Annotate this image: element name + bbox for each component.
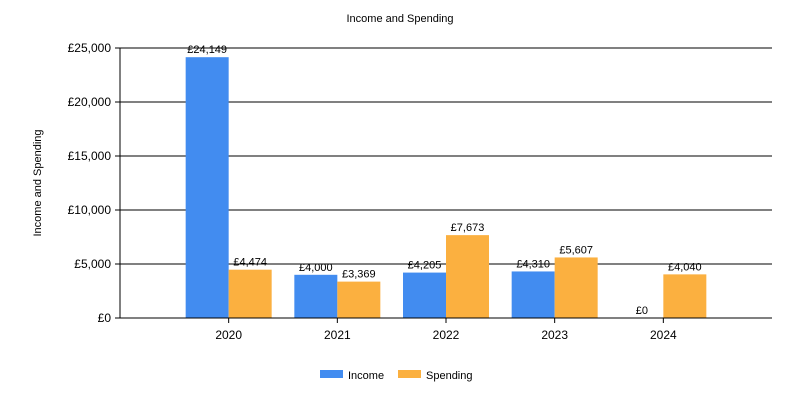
- x-tick-label: 2024: [650, 328, 677, 342]
- y-tick-label: £5,000: [74, 257, 111, 271]
- bar-spending-2023: [554, 257, 598, 318]
- data-label-income-2022: £4,205: [408, 260, 442, 272]
- data-label-income-2023: £4,310: [516, 258, 550, 270]
- legend-label-income: Income: [348, 370, 384, 382]
- data-label-income-2021: £4,000: [299, 262, 333, 274]
- bar-income-2023: [511, 271, 555, 318]
- data-label-spending-2021: £3,369: [342, 269, 376, 281]
- data-labels: £24,149 £4,474 £4,000 £3,369 £4,205 £7,673 £4,…: [187, 44, 701, 317]
- bar-spending-2024: [663, 274, 707, 318]
- x-tick-label: 2021: [324, 328, 351, 342]
- bar-income-2022: [403, 272, 446, 318]
- data-label-spending-2022: £7,673: [451, 222, 485, 234]
- legend-swatch-income: [320, 370, 343, 378]
- y-tick-label: £0: [98, 311, 112, 325]
- y-tick-label: £25,000: [68, 41, 112, 55]
- bar-spending-2021: [337, 281, 381, 318]
- x-tick-label: 2023: [541, 328, 568, 342]
- data-label-income-2024: £0: [636, 305, 648, 317]
- data-label-spending-2024: £4,040: [668, 261, 702, 273]
- legend-swatch-spending: [398, 370, 421, 378]
- bar-income-2021: [294, 274, 338, 318]
- x-tick-label: 2022: [433, 328, 460, 342]
- bar-spending-2022: [446, 235, 489, 318]
- bar-income-2020: [185, 57, 229, 319]
- y-tick-label: £10,000: [68, 203, 112, 217]
- y-tick-label: £15,000: [68, 149, 112, 163]
- bar-spending-2020: [228, 269, 272, 318]
- y-tick-label: £20,000: [68, 95, 112, 109]
- legend: Income Spending: [320, 370, 473, 382]
- data-label-spending-2020: £4,474: [233, 257, 267, 269]
- legend-label-spending: Spending: [426, 370, 473, 382]
- bars: [185, 57, 707, 319]
- axes: £0 £5,000 £10,000 £15,000 £20,000 £25,000 2020…: [68, 41, 772, 342]
- data-label-spending-2023: £5,607: [559, 244, 593, 256]
- y-axis-title: Income and Spending: [32, 129, 44, 236]
- data-label-income-2020: £24,149: [187, 44, 227, 56]
- chart-title: Income and Spending: [346, 13, 453, 25]
- x-tick-label: 2020: [215, 328, 242, 342]
